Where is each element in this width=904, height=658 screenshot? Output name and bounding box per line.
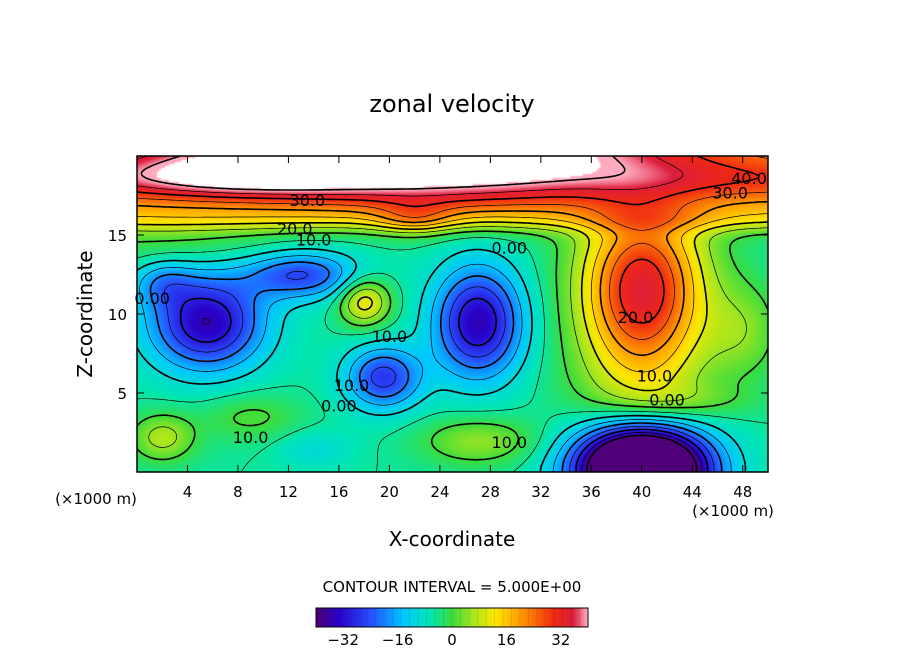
- x-tick-label: 32: [531, 483, 550, 501]
- chart-title: zonal velocity: [369, 90, 534, 118]
- contour-label: 30.0: [290, 191, 326, 210]
- contour-label: 10.0: [296, 231, 332, 250]
- x-axis-label: X-coordinate: [389, 527, 516, 551]
- colorbar-tick-label: 0: [447, 631, 457, 649]
- contour-level-35: [136, 155, 684, 197]
- x-tick-label: 20: [380, 483, 399, 501]
- contour-label: 20.0: [618, 308, 654, 327]
- contour-label: 0.00: [321, 397, 357, 416]
- colorbar-ticks: −32 −16 0 16 32: [315, 608, 589, 649]
- x-tick-label: 28: [481, 483, 500, 501]
- contour-label: 10.0: [233, 428, 269, 447]
- contour-level-neg30: [179, 297, 709, 473]
- contour-level-neg25: [163, 271, 715, 473]
- x-tick-label: 24: [430, 483, 449, 501]
- contour-label: 40.0: [731, 169, 767, 188]
- y-tick-label: 15: [108, 227, 127, 245]
- contour-label: 10.0: [491, 433, 527, 452]
- x-tick-label: 40: [632, 483, 651, 501]
- x-tick-label: 12: [279, 483, 298, 501]
- y-tick-label: 5: [117, 385, 127, 403]
- x-tick-label: 36: [582, 483, 601, 501]
- contour-level-neg10: [136, 248, 747, 473]
- x-tick-label: 44: [683, 483, 702, 501]
- contour-label: 30.0: [712, 183, 748, 202]
- contour-lines: [136, 155, 769, 473]
- contour-level-20: [136, 200, 769, 356]
- x-axis-ticks: 4 8 12 16 20 24 28 32 36 40 44 48: [183, 156, 752, 501]
- y-tick-label: 10: [108, 306, 127, 324]
- x-tick-label: 4: [183, 483, 193, 501]
- contour-level-0: [136, 230, 769, 461]
- contour-level-neg5: [136, 237, 769, 473]
- x-tick-label: 8: [233, 483, 243, 501]
- contour-label: 0.00: [491, 239, 527, 258]
- contour-level-40: [140, 155, 626, 191]
- contour-level-neg35: [202, 317, 703, 473]
- contour-label: 10.0: [637, 367, 673, 386]
- heatmap-field: [137, 156, 768, 472]
- contour-label: 10.0: [372, 327, 408, 346]
- contour-level-10: [136, 221, 769, 392]
- x-tick-label: 48: [733, 483, 752, 501]
- colorbar-tick-label: −16: [382, 631, 414, 649]
- y-axis-ticks: 5 10 15: [108, 227, 768, 403]
- contour-label: 0.00: [649, 390, 685, 409]
- contour-level-15: [136, 213, 769, 373]
- colorbar-tick-label: 16: [497, 631, 516, 649]
- colorbar-tick-label: 32: [551, 631, 570, 649]
- contour-level-5: [137, 226, 768, 448]
- y-axis-unit: (×1000 m): [55, 490, 137, 508]
- contour-label: 0.00: [134, 289, 170, 308]
- x-tick-label: 16: [329, 483, 348, 501]
- contour-labels: 40.030.030.020.010.0 0.000.0020.010.010.0…: [134, 169, 767, 452]
- contour-label: 10.0: [334, 376, 370, 395]
- y-axis-label: Z-coordinate: [73, 250, 97, 377]
- x-axis-unit: (×1000 m): [692, 502, 774, 520]
- contour-level-neg20: [149, 261, 723, 473]
- colorbar-frame: [315, 607, 589, 628]
- contour-interval-label: CONTOUR INTERVAL = 5.000E+00: [323, 578, 582, 596]
- contour-label: 20.0: [277, 220, 313, 239]
- colorbar: [316, 608, 588, 627]
- contour-level-neg15: [139, 255, 732, 473]
- contour-level-neg40: [586, 434, 698, 473]
- colorbar-tick-label: −32: [327, 631, 359, 649]
